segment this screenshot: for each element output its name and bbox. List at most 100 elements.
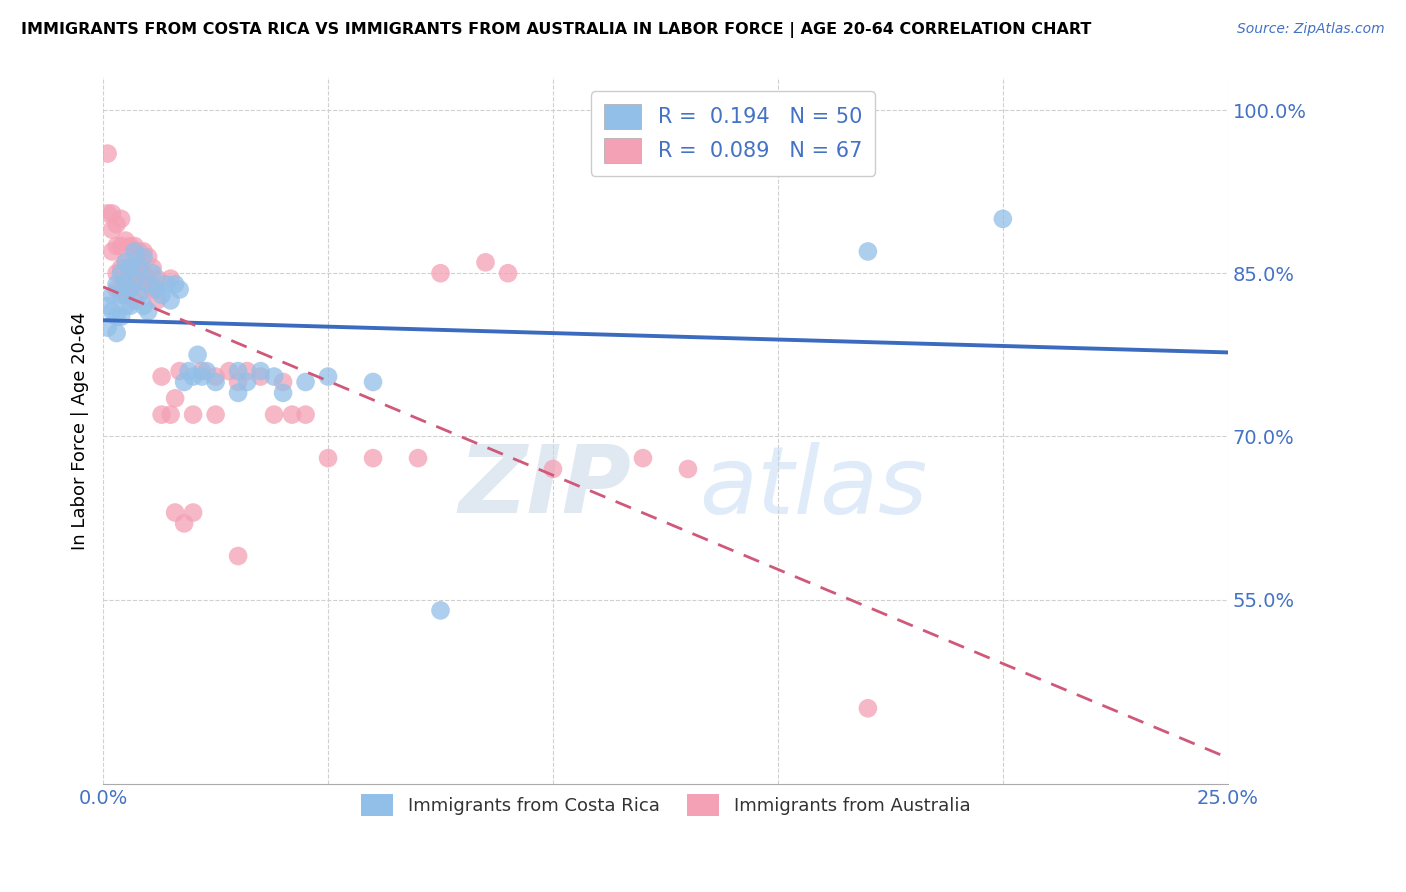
- Point: [132, 283, 155, 297]
- Y-axis label: In Labor Force | Age 20-64: In Labor Force | Age 20-64: [72, 312, 89, 550]
- Point: [204, 408, 226, 422]
- Point: [631, 451, 654, 466]
- Point: [263, 369, 285, 384]
- Point: [120, 299, 142, 313]
- Point: [361, 451, 384, 466]
- Point: [187, 348, 209, 362]
- Point: [263, 408, 285, 422]
- Point: [165, 277, 187, 291]
- Point: [856, 244, 879, 259]
- Point: [120, 260, 142, 275]
- Point: [105, 217, 128, 231]
- Point: [361, 375, 384, 389]
- Point: [114, 255, 136, 269]
- Point: [429, 603, 451, 617]
- Point: [128, 266, 150, 280]
- Point: [132, 299, 155, 313]
- Point: [991, 211, 1014, 226]
- Point: [429, 266, 451, 280]
- Point: [676, 462, 699, 476]
- Point: [146, 293, 169, 308]
- Point: [110, 266, 132, 280]
- Point: [101, 244, 124, 259]
- Point: [294, 375, 316, 389]
- Point: [110, 211, 132, 226]
- Point: [128, 244, 150, 259]
- Point: [110, 310, 132, 324]
- Point: [120, 260, 142, 275]
- Point: [120, 239, 142, 253]
- Point: [271, 385, 294, 400]
- Point: [249, 364, 271, 378]
- Point: [226, 385, 249, 400]
- Point: [120, 277, 142, 291]
- Text: ZIP: ZIP: [458, 442, 631, 533]
- Point: [236, 375, 259, 389]
- Point: [218, 364, 240, 378]
- Point: [294, 408, 316, 422]
- Point: [132, 244, 155, 259]
- Point: [132, 250, 155, 264]
- Point: [159, 293, 181, 308]
- Point: [110, 283, 132, 297]
- Point: [105, 277, 128, 291]
- Point: [120, 283, 142, 297]
- Point: [146, 283, 169, 297]
- Point: [204, 369, 226, 384]
- Point: [159, 408, 181, 422]
- Point: [110, 260, 132, 275]
- Point: [114, 271, 136, 285]
- Point: [406, 451, 429, 466]
- Point: [226, 375, 249, 389]
- Point: [236, 364, 259, 378]
- Point: [124, 244, 146, 259]
- Text: Source: ZipAtlas.com: Source: ZipAtlas.com: [1237, 22, 1385, 37]
- Point: [181, 369, 204, 384]
- Point: [496, 266, 519, 280]
- Point: [165, 506, 187, 520]
- Point: [124, 260, 146, 275]
- Point: [124, 293, 146, 308]
- Point: [281, 408, 304, 422]
- Point: [124, 277, 146, 291]
- Point: [177, 364, 200, 378]
- Point: [124, 271, 146, 285]
- Text: atlas: atlas: [699, 442, 928, 533]
- Point: [114, 299, 136, 313]
- Point: [169, 364, 191, 378]
- Point: [165, 392, 187, 406]
- Point: [128, 288, 150, 302]
- Point: [132, 266, 155, 280]
- Point: [136, 277, 159, 291]
- Point: [195, 364, 218, 378]
- Point: [856, 701, 879, 715]
- Point: [128, 260, 150, 275]
- Point: [114, 288, 136, 302]
- Point: [226, 364, 249, 378]
- Point: [146, 271, 169, 285]
- Point: [105, 239, 128, 253]
- Legend: Immigrants from Costa Rica, Immigrants from Australia: Immigrants from Costa Rica, Immigrants f…: [352, 785, 979, 825]
- Point: [181, 506, 204, 520]
- Point: [226, 549, 249, 563]
- Point: [114, 255, 136, 269]
- Point: [142, 283, 165, 297]
- Point: [173, 375, 195, 389]
- Point: [101, 288, 124, 302]
- Point: [101, 304, 124, 318]
- Point: [136, 304, 159, 318]
- Point: [97, 320, 120, 334]
- Point: [114, 277, 136, 291]
- Point: [474, 255, 496, 269]
- Point: [204, 375, 226, 389]
- Point: [541, 462, 564, 476]
- Point: [150, 288, 173, 302]
- Point: [136, 250, 159, 264]
- Point: [181, 408, 204, 422]
- Point: [101, 223, 124, 237]
- Point: [316, 369, 339, 384]
- Point: [142, 260, 165, 275]
- Text: IMMIGRANTS FROM COSTA RICA VS IMMIGRANTS FROM AUSTRALIA IN LABOR FORCE | AGE 20-: IMMIGRANTS FROM COSTA RICA VS IMMIGRANTS…: [21, 22, 1091, 38]
- Point: [97, 146, 120, 161]
- Point: [159, 271, 181, 285]
